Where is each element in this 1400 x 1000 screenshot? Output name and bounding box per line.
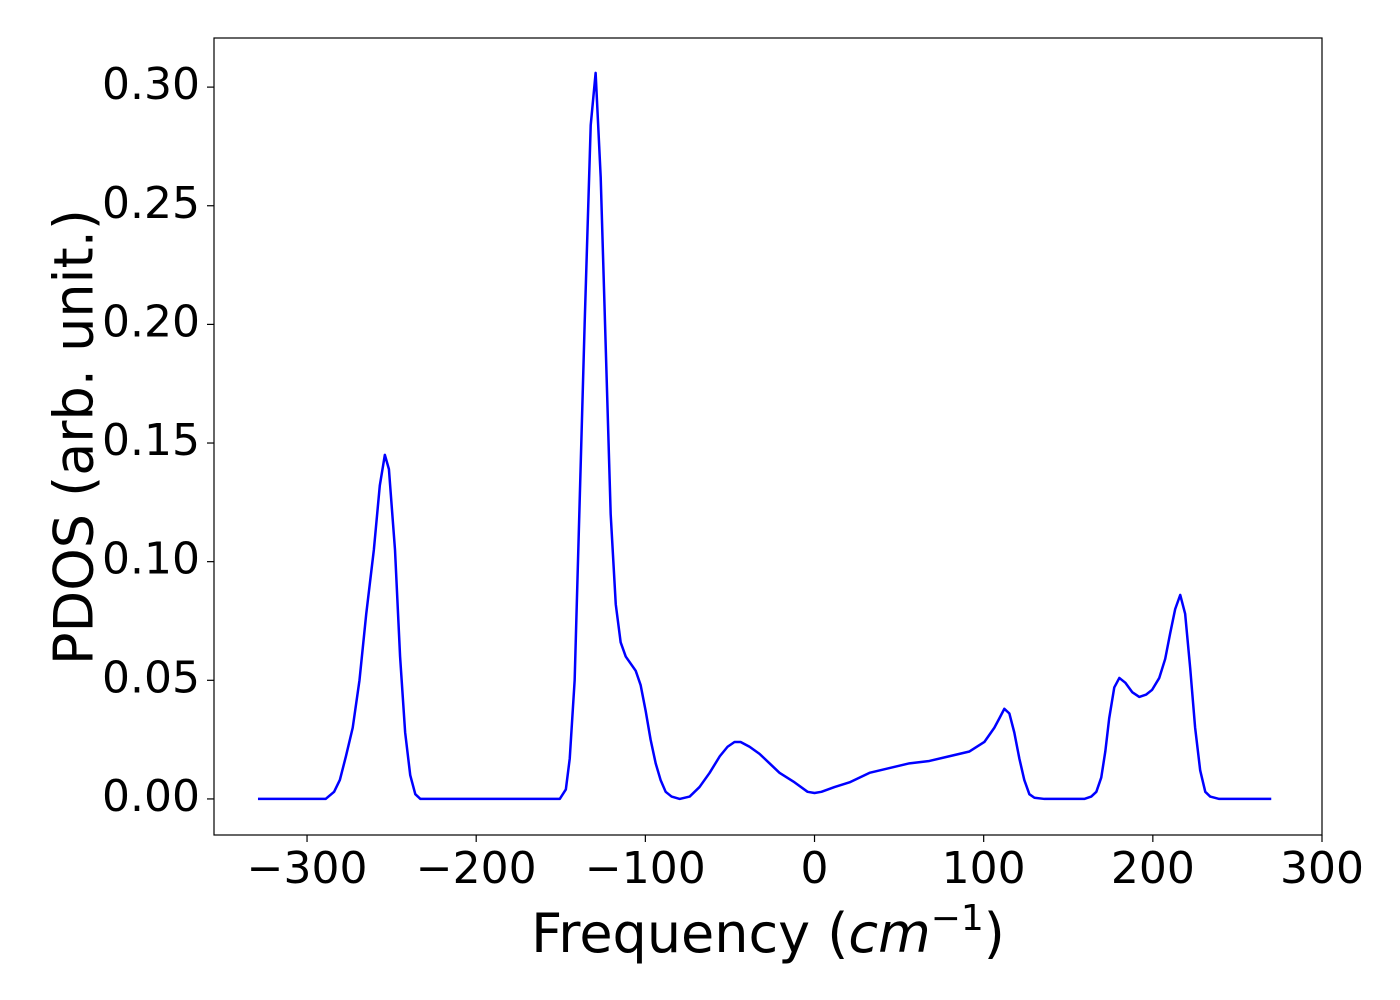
- y-tick-label: 0.05: [102, 652, 200, 703]
- x-label-exponent: −1: [931, 898, 984, 939]
- x-tick-label: −100: [585, 843, 706, 894]
- y-tick-label: 0.30: [102, 59, 200, 110]
- y-tick-label: 0.15: [102, 415, 200, 466]
- x-tick-label: −200: [416, 843, 537, 894]
- x-label-suffix: ): [984, 902, 1005, 965]
- x-label-math: cm: [848, 902, 930, 965]
- plot-frame: [213, 37, 1323, 836]
- y-tick-label: 0.20: [102, 296, 200, 347]
- line: [257, 71, 1272, 801]
- x-tick-label: −300: [247, 843, 368, 894]
- y-tick-label: 0.00: [102, 771, 200, 822]
- y-tick-label: 0.10: [102, 534, 200, 585]
- x-tick-label: 100: [942, 843, 1026, 894]
- x-axis-label: Frequency (cm−1): [531, 898, 1005, 965]
- x-label-prefix: Frequency (: [531, 902, 848, 965]
- x-tick-label: 300: [1280, 843, 1364, 894]
- y-axis-label: PDOS (arb. unit.): [43, 209, 106, 665]
- x-tick-label: 200: [1111, 843, 1195, 894]
- x-tick-label: 0: [801, 843, 829, 894]
- y-tick-label: 0.25: [102, 178, 200, 229]
